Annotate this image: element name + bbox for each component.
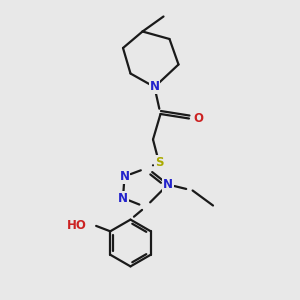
Text: N: N (119, 170, 130, 183)
Text: N: N (163, 178, 173, 191)
Text: S: S (155, 156, 163, 169)
Text: HO: HO (67, 219, 87, 232)
Text: O: O (193, 112, 203, 125)
Text: N: N (149, 80, 160, 94)
Text: N: N (118, 191, 128, 205)
